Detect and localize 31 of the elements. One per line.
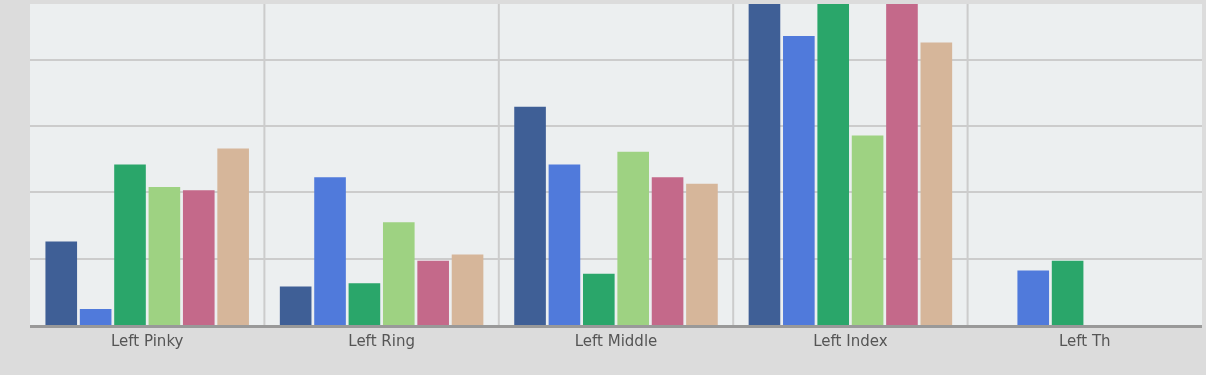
x-tick-label: Left Pinky bbox=[110, 332, 184, 350]
x-tick-label: Left Middle bbox=[574, 332, 658, 350]
bar bbox=[182, 190, 215, 325]
x-tick-label: Left Ring bbox=[348, 332, 415, 350]
bar bbox=[514, 106, 546, 325]
bar bbox=[1017, 270, 1050, 325]
bar bbox=[451, 254, 484, 325]
bar bbox=[1051, 260, 1084, 325]
bar bbox=[851, 135, 884, 325]
bar bbox=[920, 42, 953, 325]
bar bbox=[148, 186, 181, 325]
bar bbox=[217, 148, 249, 325]
x-tick-label: Left Index bbox=[813, 332, 888, 350]
bar bbox=[617, 151, 649, 325]
bar bbox=[382, 222, 415, 325]
bar bbox=[886, 4, 918, 325]
bar bbox=[583, 273, 615, 325]
bar bbox=[45, 241, 78, 325]
bar bbox=[748, 4, 781, 325]
bar bbox=[417, 260, 449, 325]
bar bbox=[279, 286, 312, 325]
x-tick-label: Left Th bbox=[1058, 332, 1111, 350]
bar bbox=[79, 308, 112, 325]
bar bbox=[348, 283, 381, 325]
bar bbox=[686, 183, 718, 325]
bar bbox=[817, 4, 850, 325]
bar bbox=[548, 164, 581, 325]
bar bbox=[314, 177, 346, 325]
bar bbox=[783, 36, 815, 325]
bar bbox=[114, 164, 146, 325]
bar bbox=[651, 177, 684, 325]
